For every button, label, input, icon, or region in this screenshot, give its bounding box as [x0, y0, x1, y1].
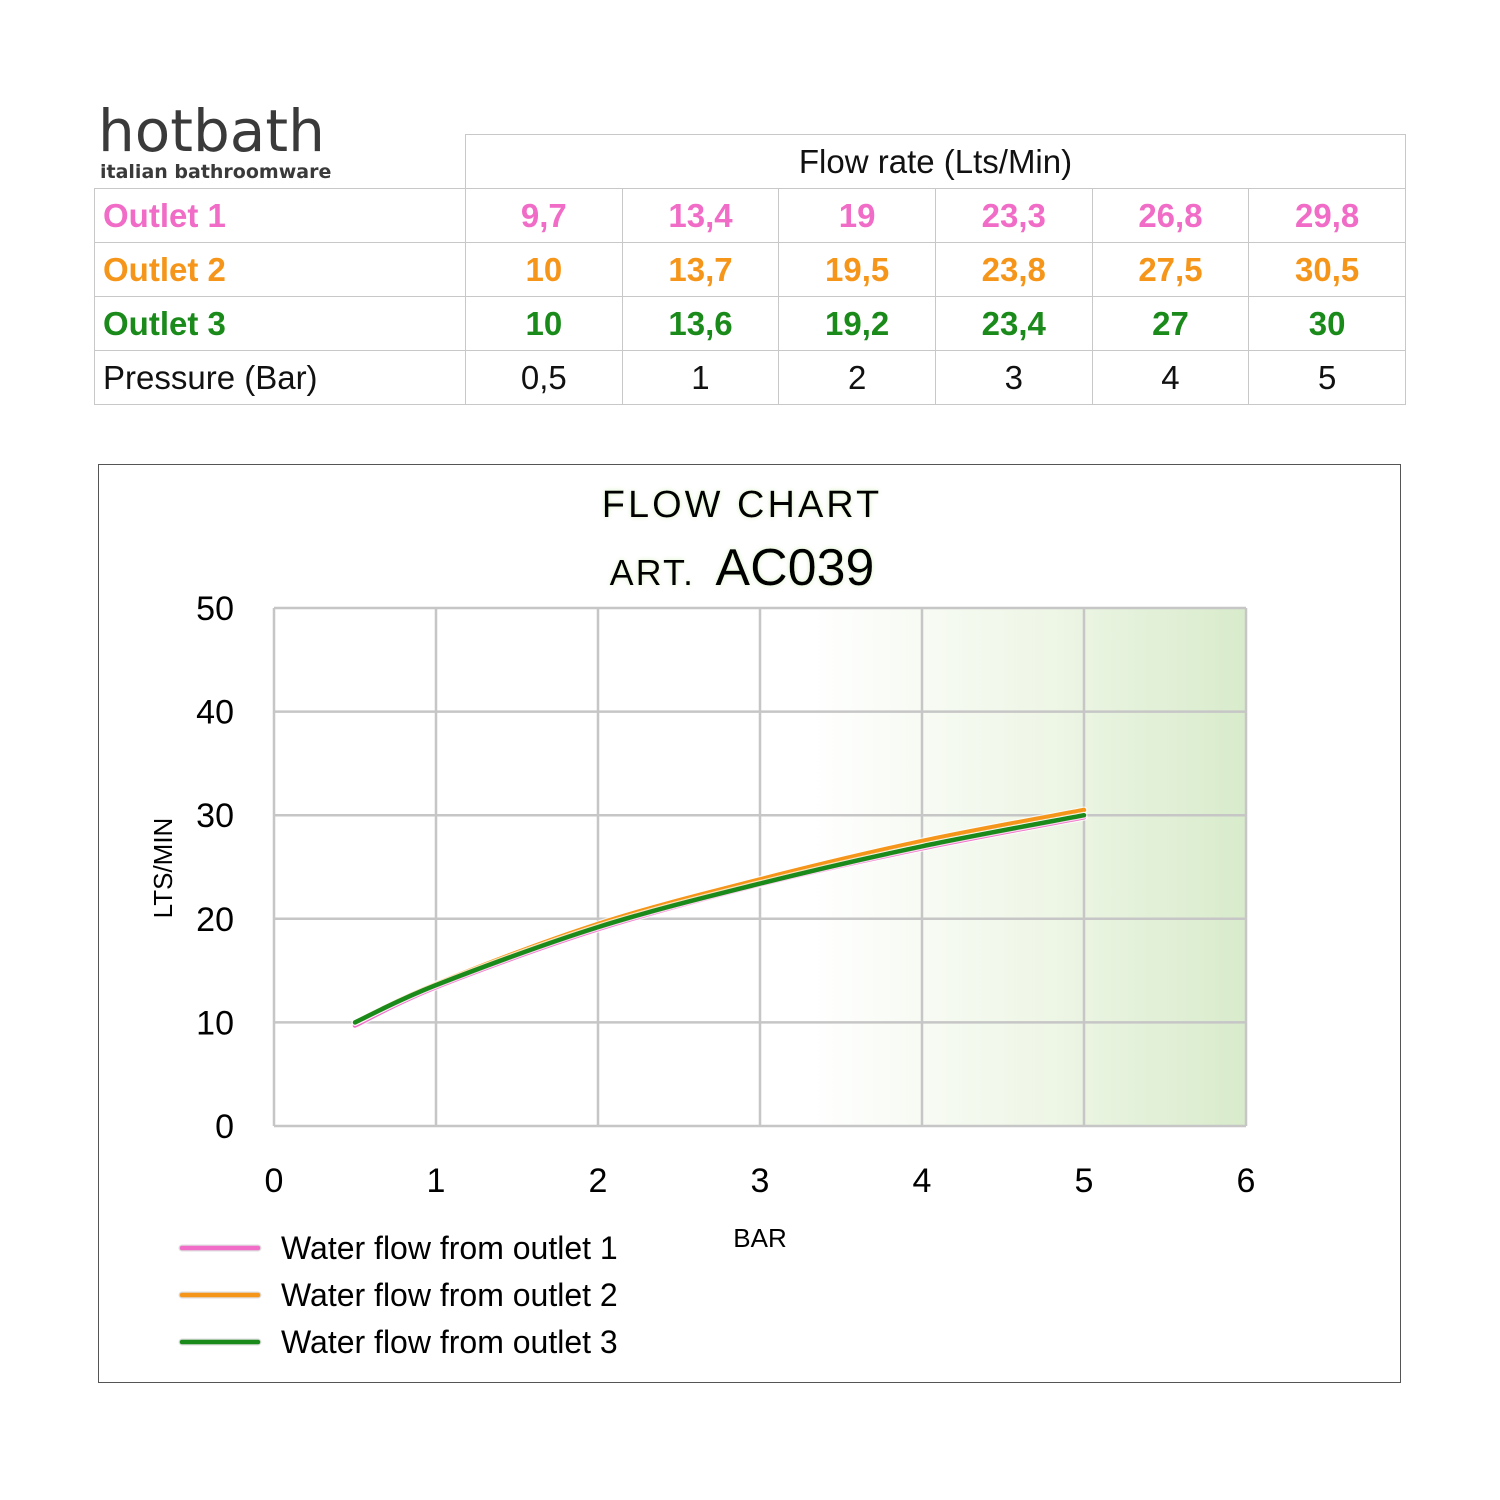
table-cell: 2: [778, 350, 936, 405]
y-tick-label: 40: [196, 694, 234, 732]
legend-label: Water flow from outlet 2: [281, 1277, 618, 1313]
y-tick-label: 0: [215, 1108, 234, 1146]
x-tick-label: 6: [1237, 1162, 1256, 1200]
y-tick-label: 10: [196, 1004, 234, 1042]
table-row-outlet-1: Outlet 1 9,7 13,4 19 23,3 26,8 29,8: [94, 188, 1406, 243]
tick-labels: 0 1 2 3 4 5 6 0 10 20 30 40 50: [196, 590, 1255, 1200]
table-cell: 10: [465, 242, 623, 297]
table-cell: 3: [934, 350, 1093, 405]
y-axis-label: LTS/MIN: [148, 818, 178, 919]
table-row-outlet-2: Outlet 2 10 13,7 19,5 23,8 27,5 30,5: [94, 242, 1406, 297]
legend-item: Water flow from outlet 2: [178, 1277, 618, 1313]
table-cell: 23,8: [934, 242, 1093, 297]
chart-title: FLOW CHART: [602, 484, 883, 526]
table-header: Flow rate (Lts/Min): [465, 134, 1406, 189]
legend-item: Water flow from outlet 3: [178, 1324, 618, 1360]
row-label: Outlet 2: [94, 242, 466, 297]
row-label: Pressure (Bar): [94, 350, 466, 405]
table-cell: 13,4: [621, 188, 780, 243]
series-line-outlet-3: [352, 812, 1087, 1025]
table-row-pressure: Pressure (Bar) 0,5 1 2 3 4 5: [94, 350, 1406, 405]
table-cell: 19,5: [778, 242, 936, 297]
y-tick-label: 30: [196, 797, 234, 835]
table-cell: 19: [778, 188, 936, 243]
x-tick-label: 3: [751, 1162, 770, 1200]
legend-label: Water flow from outlet 3: [281, 1324, 618, 1360]
table-cell: 27: [1091, 296, 1250, 351]
table-cell: 0,5: [465, 350, 623, 405]
table-cell: 9,7: [465, 188, 623, 243]
table-cell: 5: [1248, 350, 1406, 405]
x-axis-label: BAR: [733, 1223, 786, 1253]
table-cell: 23,3: [934, 188, 1093, 243]
chart-subtitle: ART. AC039: [610, 539, 875, 597]
x-tick-label: 0: [265, 1162, 284, 1200]
x-tick-label: 1: [427, 1162, 446, 1200]
y-tick-label: 50: [196, 590, 234, 628]
x-tick-label: 5: [1075, 1162, 1094, 1200]
legend-label: Water flow from outlet 1: [281, 1230, 618, 1266]
legend: Water flow from outlet 1 Water flow from …: [178, 1230, 618, 1360]
table-cell: 19,2: [778, 296, 936, 351]
table-cell: 26,8: [1091, 188, 1250, 243]
table-cell: 10: [465, 296, 623, 351]
series-lines: [351, 806, 1088, 1030]
flow-rate-table: Flow rate (Lts/Min) Outlet 1 9,7 13,4 19…: [94, 134, 1406, 405]
chart-subtitle-code: AC039: [715, 539, 874, 597]
table-cell: 1: [621, 350, 780, 405]
table-cell: 4: [1091, 350, 1250, 405]
legend-item: Water flow from outlet 1: [178, 1230, 618, 1266]
x-tick-label: 2: [589, 1162, 608, 1200]
chart-subtitle-prefix: ART.: [610, 552, 695, 593]
x-tick-label: 4: [913, 1162, 932, 1200]
y-tick-label: 20: [196, 901, 234, 939]
table-cell: 13,7: [621, 242, 780, 297]
